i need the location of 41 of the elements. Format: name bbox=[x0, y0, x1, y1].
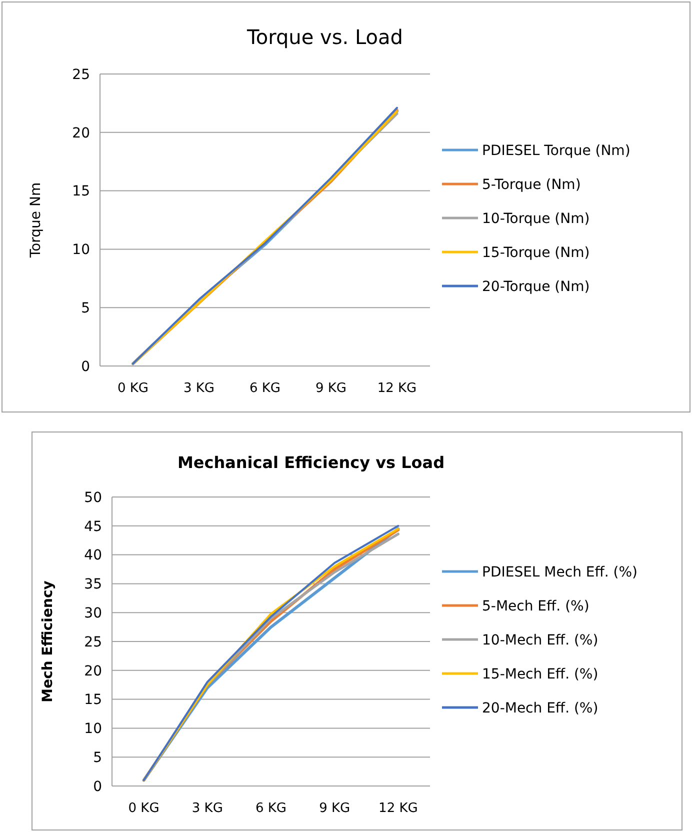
chart-title: Torque vs. Load bbox=[246, 25, 403, 49]
x-tick-label: 12 KG bbox=[377, 381, 417, 396]
legend-label: 20-Mech Eff. (%) bbox=[482, 700, 598, 716]
y-axis-title: Mech Efficiency bbox=[40, 580, 56, 702]
x-tick-label: 9 KG bbox=[315, 381, 347, 396]
legend-label: 15-Mech Eff. (%) bbox=[482, 666, 598, 682]
legend-label: 20-Torque (Nm) bbox=[482, 278, 590, 295]
x-tick-label: 6 KG bbox=[249, 381, 281, 396]
legend-label: 5-Mech Eff. (%) bbox=[482, 598, 590, 614]
y-tick-label: 15 bbox=[84, 692, 102, 708]
y-tick-label: 15 bbox=[72, 184, 90, 200]
x-tick-label: 9 KG bbox=[319, 801, 350, 816]
y-tick-label: 35 bbox=[84, 576, 102, 593]
y-tick-label: 25 bbox=[72, 66, 90, 83]
y-tick-label: 5 bbox=[81, 300, 90, 316]
y-tick-label: 30 bbox=[84, 606, 102, 622]
x-tick-label: 0 KG bbox=[117, 381, 149, 396]
x-tick-label: 3 KG bbox=[183, 381, 215, 396]
y-tick-label: 10 bbox=[84, 721, 102, 738]
y-tick-label: 10 bbox=[72, 242, 90, 258]
legend-label: PDIESEL Mech Eff. (%) bbox=[482, 564, 638, 580]
y-tick-label: 20 bbox=[72, 125, 90, 142]
legend-label: 10-Torque (Nm) bbox=[482, 210, 590, 227]
legend-label: 5-Torque (Nm) bbox=[482, 176, 581, 193]
chart-title: Mechanical Efficiency vs Load bbox=[177, 453, 445, 472]
x-tick-label: 3 KG bbox=[192, 801, 223, 816]
x-tick-label: 0 KG bbox=[128, 801, 160, 816]
y-tick-label: 20 bbox=[84, 663, 102, 680]
y-tick-label: 25 bbox=[84, 634, 102, 650]
x-tick-label: 12 KG bbox=[378, 801, 418, 816]
y-tick-label: 50 bbox=[84, 490, 102, 506]
y-tick-label: 45 bbox=[84, 518, 102, 535]
legend-label: 15-Torque (Nm) bbox=[482, 244, 590, 261]
y-axis-title: Torque Nm bbox=[28, 182, 44, 259]
legend-label: 10-Mech Eff. (%) bbox=[482, 632, 598, 648]
x-tick-label: 6 KG bbox=[255, 801, 287, 816]
y-tick-label: 5 bbox=[93, 750, 102, 766]
y-tick-label: 0 bbox=[81, 358, 90, 375]
y-tick-label: 0 bbox=[93, 778, 102, 795]
legend-label: PDIESEL Torque (Nm) bbox=[482, 142, 630, 159]
y-tick-label: 40 bbox=[84, 548, 102, 564]
